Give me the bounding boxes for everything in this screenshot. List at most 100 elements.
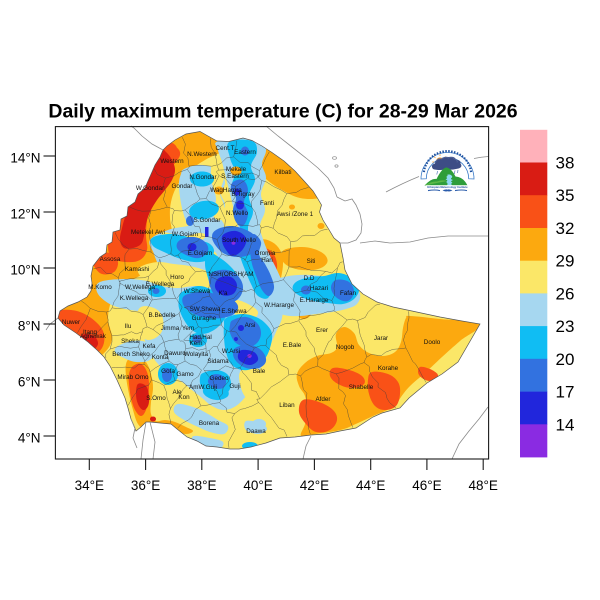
- svg-text:6°N: 6°N: [18, 375, 41, 390]
- svg-text:Awi: Awi: [155, 229, 165, 236]
- svg-text:40°E: 40°E: [243, 478, 272, 493]
- svg-text:SW.Shewa: SW.Shewa: [190, 306, 221, 313]
- svg-text:Had.: Had.: [189, 334, 203, 341]
- svg-text:E.Shewa: E.Shewa: [221, 308, 247, 315]
- svg-text:Ale: Ale: [172, 389, 182, 396]
- svg-text:Erer: Erer: [316, 327, 328, 334]
- svg-text:Wolayita: Wolayita: [184, 351, 209, 358]
- svg-text:Ethiopian Meteorology Institut: Ethiopian Meteorology Institute: [427, 185, 468, 189]
- svg-text:Agnewak: Agnewak: [80, 333, 107, 340]
- svg-text:Hal: Hal: [202, 334, 211, 341]
- svg-text:Gedeo: Gedeo: [210, 375, 229, 382]
- svg-text:Arsi: Arsi: [245, 322, 256, 329]
- svg-text:26: 26: [556, 284, 575, 303]
- svg-text:Hazari: Hazari: [310, 285, 328, 292]
- svg-text:Eastern: Eastern: [234, 149, 256, 156]
- svg-text:4°N: 4°N: [18, 431, 41, 446]
- svg-text:Oromia: Oromia: [255, 250, 276, 257]
- svg-text:10°N: 10°N: [10, 263, 40, 278]
- svg-text:W.Gojam: W.Gojam: [172, 231, 198, 238]
- svg-text:Konta: Konta: [152, 354, 169, 361]
- svg-text:E.Bale: E.Bale: [283, 342, 302, 349]
- svg-text:14: 14: [556, 415, 575, 434]
- svg-text:B.Tigray: B.Tigray: [231, 191, 255, 198]
- svg-text:Nuwer: Nuwer: [62, 319, 80, 326]
- svg-text:W.Hararge: W.Hararge: [264, 302, 295, 309]
- svg-text:Gofa: Gofa: [161, 368, 175, 375]
- svg-text:20: 20: [556, 350, 575, 369]
- svg-text:N.Wello: N.Wello: [226, 210, 248, 217]
- svg-text:E.Wellega: E.Wellega: [146, 281, 175, 288]
- svg-text:Afder: Afder: [315, 396, 330, 403]
- svg-text:NSH(ORSH(AM: NSH(ORSH(AM: [208, 271, 253, 278]
- svg-text:Bale: Bale: [253, 368, 266, 375]
- svg-text:42°E: 42°E: [300, 478, 329, 493]
- svg-text:Kem: Kem: [190, 340, 203, 347]
- svg-text:K'a: K'a: [219, 290, 228, 297]
- svg-text:46°E: 46°E: [412, 478, 441, 493]
- svg-text:Fanti: Fanti: [260, 200, 274, 207]
- svg-text:Hari: Hari: [261, 257, 273, 264]
- svg-text:Sidama: Sidama: [207, 358, 229, 365]
- svg-text:Itang: Itang: [83, 329, 98, 336]
- svg-text:Korahe: Korahe: [378, 365, 399, 372]
- svg-text:29: 29: [556, 252, 575, 271]
- svg-text:E.Gojam: E.Gojam: [188, 250, 213, 257]
- svg-text:Borena: Borena: [199, 420, 220, 427]
- svg-text:Gamo: Gamo: [176, 371, 194, 378]
- svg-text:Siti: Siti: [307, 258, 316, 265]
- svg-text:Metekel: Metekel: [131, 229, 153, 236]
- svg-text:Daily maximum temperature (C): Daily maximum temperature (C) for 28-29 …: [48, 101, 517, 123]
- svg-text:Liban: Liban: [279, 402, 295, 409]
- svg-text:32: 32: [556, 219, 575, 238]
- svg-text:Awsi /Zone 1: Awsi /Zone 1: [277, 211, 314, 218]
- svg-text:35: 35: [556, 186, 575, 205]
- svg-text:48°E: 48°E: [468, 478, 497, 493]
- svg-text:Jarar: Jarar: [374, 335, 388, 342]
- svg-text:Kefa: Kefa: [143, 343, 156, 350]
- svg-text:34°E: 34°E: [75, 478, 104, 493]
- svg-text:Fafan: Fafan: [340, 290, 357, 297]
- svg-text:Mekale: Mekale: [226, 166, 247, 173]
- svg-text:South Wello: South Wello: [222, 237, 256, 244]
- svg-text:12°N: 12°N: [10, 207, 40, 222]
- svg-text:Guraghe: Guraghe: [192, 315, 217, 322]
- svg-text:Gondar: Gondar: [171, 183, 192, 190]
- svg-text:Ilu: Ilu: [125, 323, 132, 330]
- svg-text:8°N: 8°N: [18, 319, 41, 334]
- svg-text:Kilbati: Kilbati: [274, 169, 291, 176]
- svg-text:S.Omo: S.Omo: [146, 395, 166, 402]
- svg-text:Yem: Yem: [182, 325, 194, 332]
- svg-text:23: 23: [556, 317, 575, 336]
- svg-text:AmW.Guji: AmW.Guji: [189, 384, 217, 391]
- svg-text:Kamashi: Kamashi: [125, 266, 150, 273]
- svg-text:14°N: 14°N: [10, 151, 40, 166]
- svg-text:17: 17: [556, 383, 575, 402]
- svg-text:B.Bedelle: B.Bedelle: [149, 312, 176, 319]
- svg-text:Jimma: Jimma: [161, 325, 180, 332]
- svg-text:W.Shewa: W.Shewa: [184, 288, 211, 295]
- svg-text:Nogob: Nogob: [336, 344, 355, 351]
- svg-text:W.Arsi: W.Arsi: [222, 348, 240, 355]
- svg-text:Assosa: Assosa: [100, 256, 121, 263]
- svg-text:Kon: Kon: [178, 394, 190, 401]
- svg-text:E.Hararge: E.Hararge: [300, 297, 329, 304]
- svg-text:36°E: 36°E: [131, 478, 160, 493]
- svg-text:38: 38: [556, 154, 575, 173]
- svg-text:WagHamra: WagHamra: [210, 187, 242, 194]
- svg-text:Shabelle: Shabelle: [349, 384, 374, 391]
- svg-text:Dawuro: Dawuro: [164, 350, 186, 357]
- svg-text:W.Wellega: W.Wellega: [125, 284, 155, 291]
- svg-text:N.Gondar: N.Gondar: [189, 174, 216, 181]
- svg-text:Daawa: Daawa: [246, 428, 266, 435]
- svg-text:Cent.T: Cent.T: [216, 145, 235, 152]
- svg-text:Doolo: Doolo: [424, 339, 441, 346]
- svg-text:Western: Western: [160, 158, 184, 165]
- svg-text:Sheka: Sheka: [121, 338, 139, 345]
- svg-text:S.Gondar: S.Gondar: [194, 217, 221, 224]
- svg-text:W.Gondar: W.Gondar: [136, 185, 164, 192]
- svg-text:38°E: 38°E: [187, 478, 216, 493]
- svg-text:M.Komo: M.Komo: [88, 284, 112, 291]
- svg-text:K.Wellega: K.Wellega: [120, 295, 149, 302]
- svg-text:N.Western: N.Western: [187, 151, 217, 158]
